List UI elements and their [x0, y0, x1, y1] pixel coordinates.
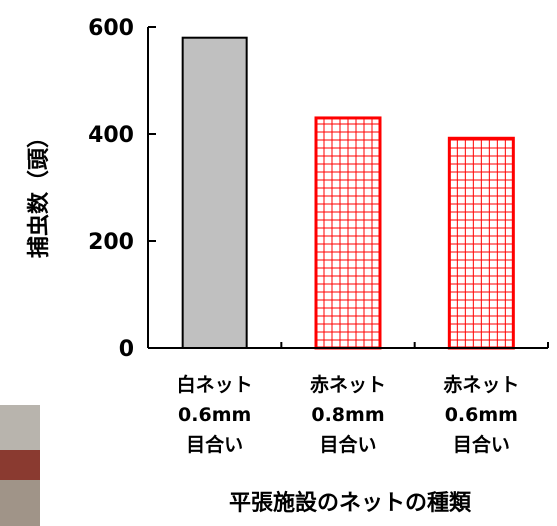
- x-category-label-line: 赤ネット: [443, 374, 519, 396]
- bar-2: [314, 116, 382, 350]
- x-category-label: 白ネット 0.6mm 目合い: [177, 373, 253, 456]
- axes: [147, 27, 549, 349]
- y-axis-title: 捕虫数（頭）: [26, 126, 52, 258]
- x-category-label-line: 目合い: [453, 433, 510, 456]
- x-category-label: 赤ネット 0.6mm 目合い: [443, 374, 519, 456]
- x-category-label-line: 0.8mm: [311, 404, 384, 426]
- x-category-label-line: 赤ネット: [310, 374, 386, 396]
- background-photo-fragment: [0, 405, 40, 526]
- x-category-label-line: 0.6mm: [445, 404, 518, 426]
- x-category-label: 赤ネット 0.8mm 目合い: [310, 374, 386, 456]
- y-tick-label: 0: [119, 337, 134, 362]
- x-category-label-line: 目合い: [186, 433, 243, 456]
- bar-3: [447, 136, 515, 350]
- x-category-label-line: 目合い: [319, 433, 376, 456]
- y-tick-label: 600: [88, 16, 134, 41]
- bar-1: [181, 36, 248, 349]
- y-tick-label: 400: [88, 123, 134, 148]
- bar-fill: [182, 37, 247, 348]
- x-axis-title: 平張施設のネットの種類: [229, 490, 472, 516]
- x-category-label-line: 0.6mm: [178, 404, 251, 426]
- y-tick-label: 200: [88, 230, 134, 255]
- x-category-label-line: 白ネット: [177, 373, 253, 396]
